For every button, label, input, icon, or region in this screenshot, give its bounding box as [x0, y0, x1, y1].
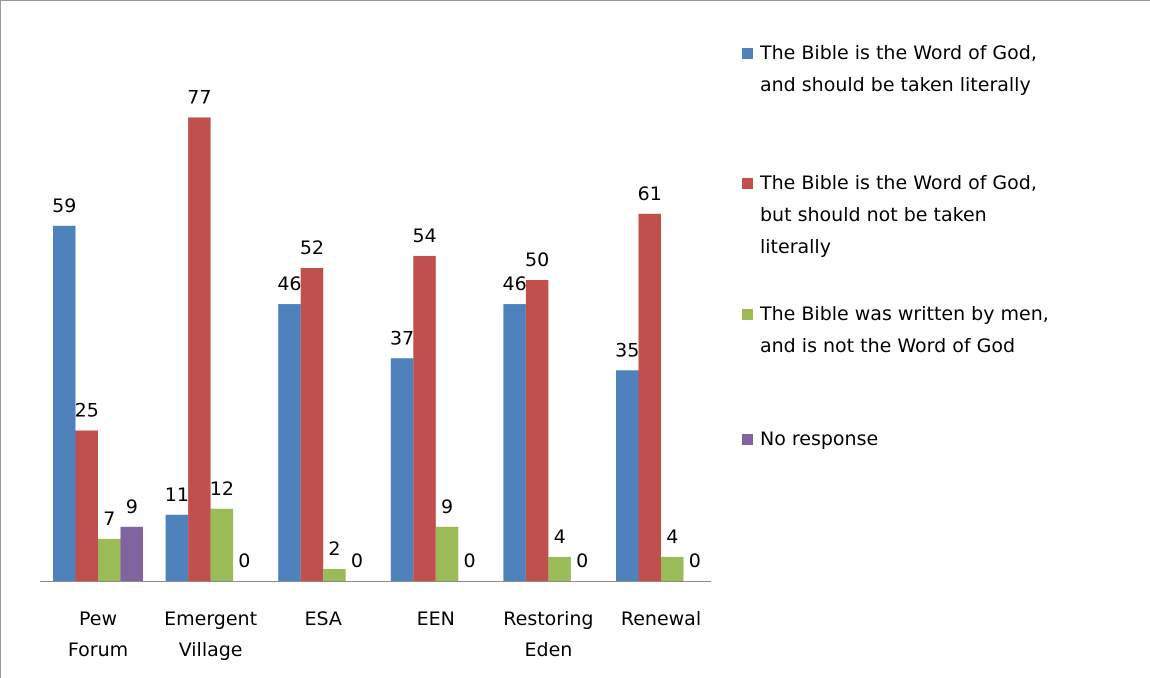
data-label: 25 [75, 400, 99, 422]
category-label-line: Emergent [164, 608, 257, 630]
data-label: 61 [638, 183, 662, 205]
data-label: 11 [165, 484, 189, 506]
bar-4-2 [413, 255, 436, 582]
bar-3-2 [300, 267, 324, 581]
bar-5-1 [503, 304, 526, 581]
data-label: 7 [103, 508, 115, 530]
category-label: Emergent Village [164, 608, 257, 661]
data-label: 0 [351, 550, 363, 572]
bar-6-3 [661, 556, 684, 581]
data-label: 50 [525, 249, 549, 271]
category-label: Renewal [621, 608, 701, 630]
bar-1-3 [98, 538, 121, 581]
data-label: 59 [52, 195, 76, 217]
data-label: 0 [689, 550, 701, 572]
legend-label-line: but should not be taken [760, 204, 987, 226]
category-labels-group: Pew Forum Emergent Village ESA EEN Restoring Ed… [68, 608, 701, 661]
legend-label-line: and is not the Word of God [760, 335, 1015, 357]
data-label: 37 [390, 327, 414, 349]
category-label-line: Eden [525, 639, 573, 661]
bar-2-3 [210, 508, 234, 581]
bar-2-1 [165, 514, 189, 581]
legend-label-line: The Bible was written by men, [759, 303, 1049, 325]
bar-2-2 [188, 117, 211, 582]
legend-label: No response [760, 428, 878, 450]
data-label: 52 [300, 237, 324, 259]
data-label: 9 [126, 496, 138, 518]
bar-4-1 [390, 358, 414, 581]
legend-swatch [742, 434, 753, 445]
category-label-line: Forum [68, 639, 128, 661]
legend-label-line: The Bible is the Word of God, [759, 172, 1037, 194]
category-label-line: Renewal [621, 608, 701, 630]
legend-label-line: The Bible is the Word of God, [759, 42, 1037, 64]
category-label: ESA [304, 608, 341, 630]
bar-1-1 [53, 225, 76, 581]
bar-4-3 [435, 526, 459, 581]
data-label: 0 [576, 550, 588, 572]
data-label: 2 [328, 538, 340, 560]
bar-6-2 [638, 213, 661, 581]
data-label: 12 [210, 478, 234, 500]
bar-1-4 [120, 526, 143, 581]
data-label: 54 [412, 225, 436, 247]
data-label: 0 [238, 550, 250, 572]
bar-5-2 [525, 280, 549, 581]
category-label: Pew Forum [68, 608, 128, 661]
legend-label-line: No response [760, 428, 878, 450]
data-label: 46 [277, 273, 301, 295]
category-label-line: Restoring [503, 608, 593, 630]
legend-label-line: and should be taken literally [760, 74, 1031, 96]
data-label: 0 [464, 550, 476, 572]
category-label-line: Village [179, 639, 243, 661]
bar-6-1 [616, 370, 639, 581]
data-label: 4 [666, 526, 678, 548]
category-label-line: ESA [304, 608, 341, 630]
bar-1-2 [75, 430, 98, 581]
category-label: EEN [417, 608, 455, 630]
data-label: 46 [503, 273, 527, 295]
data-label: 9 [441, 496, 453, 518]
data-label: 77 [187, 86, 211, 108]
legend-label: The Bible was written by men, and is not … [759, 303, 1049, 357]
category-label-line: Pew [79, 608, 117, 630]
legend-swatch [742, 178, 753, 189]
bar-3-1 [278, 304, 301, 581]
category-label-line: EEN [417, 608, 455, 630]
data-label: 4 [554, 526, 566, 548]
legend-swatch [742, 48, 753, 59]
bar-5-3 [548, 556, 571, 581]
category-label: Restoring Eden [503, 608, 593, 661]
legend-swatch [742, 309, 753, 320]
bars-group [53, 117, 684, 582]
legend-label: The Bible is the Word of God, but should … [759, 172, 1037, 258]
legend-label-line: literally [760, 236, 831, 258]
legend-label: The Bible is the Word of God, and should … [759, 42, 1037, 96]
legend: The Bible is the Word of God, and should … [742, 42, 1049, 450]
bar-3-3 [323, 568, 346, 581]
data-label: 35 [615, 339, 639, 361]
